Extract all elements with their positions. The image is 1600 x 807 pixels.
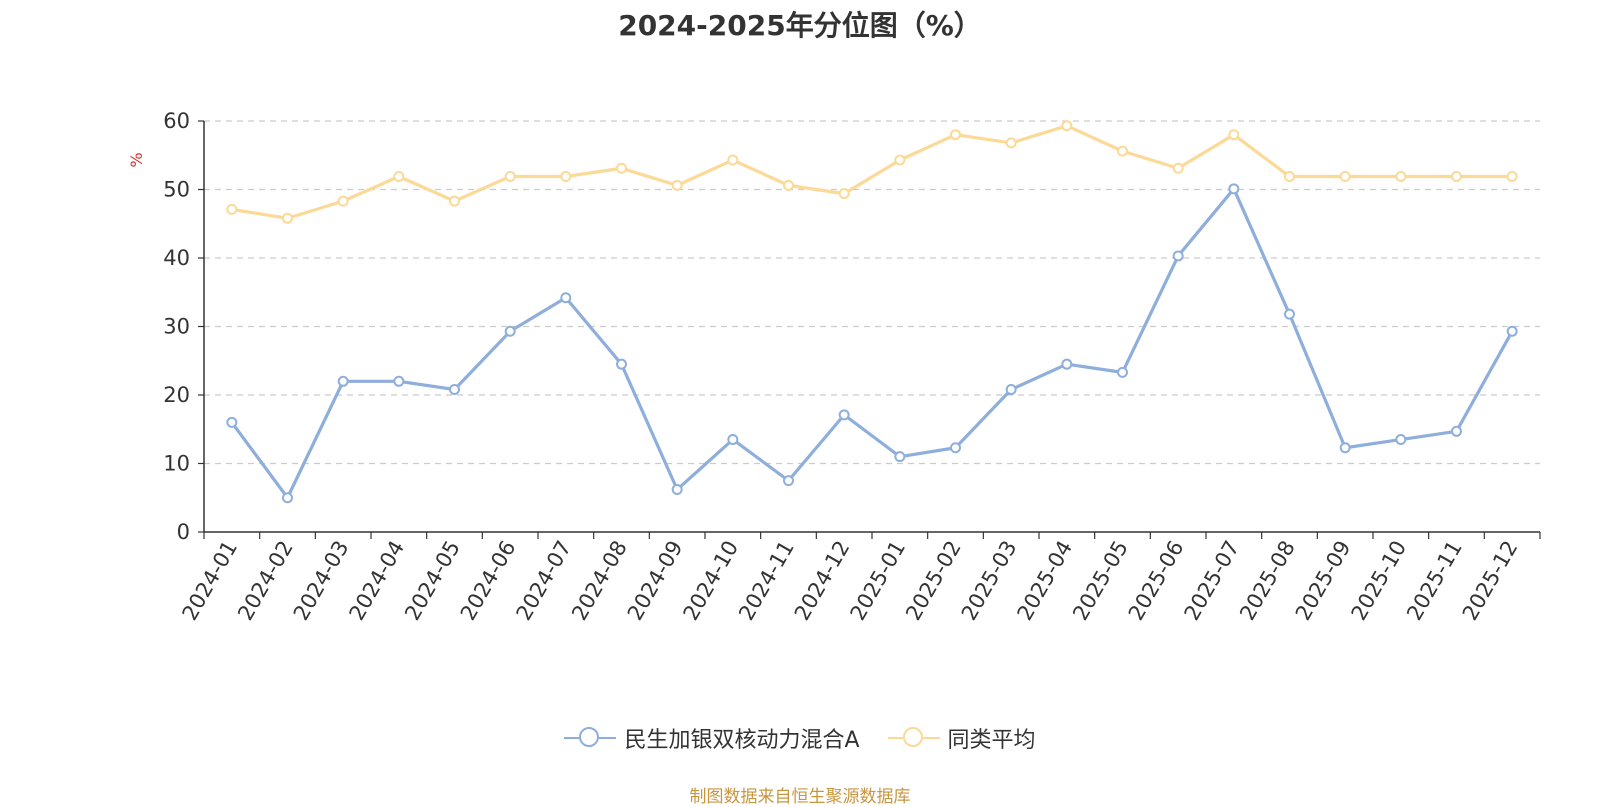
data-point-series-1[interactable]: [449, 384, 460, 396]
data-point-series-1[interactable]: [560, 292, 572, 304]
x-tick-label: 2025-10: [1347, 537, 1412, 625]
x-tick-label: 2025-12: [1458, 537, 1523, 625]
data-point-series-2[interactable]: [1451, 170, 1462, 182]
data-point-series-2[interactable]: [337, 195, 349, 207]
y-tick-label: 40: [163, 246, 190, 270]
data-point-series-1[interactable]: [282, 492, 293, 504]
series-layer: [226, 120, 1518, 504]
data-point-series-2[interactable]: [1506, 170, 1518, 182]
x-tick-label: 2024-06: [456, 537, 521, 625]
data-point-series-1[interactable]: [1339, 442, 1351, 454]
x-tick-label: 2024-01: [178, 537, 243, 625]
data-point-series-2[interactable]: [560, 170, 572, 182]
legend-marker-series-1: [564, 724, 617, 752]
data-point-series-1[interactable]: [1506, 325, 1518, 337]
legend: 民生加银双核动力混合A 同类平均: [0, 722, 1600, 754]
data-point-series-2[interactable]: [282, 212, 293, 224]
data-point-series-2[interactable]: [449, 195, 460, 207]
x-tick-label: 2024-05: [400, 537, 465, 625]
data-point-series-2[interactable]: [1284, 170, 1295, 182]
data-point-series-1[interactable]: [727, 434, 739, 446]
y-axis-label: %: [127, 152, 146, 167]
data-point-series-2[interactable]: [226, 203, 238, 215]
legend-item-series-1[interactable]: 民生加银双核动力混合A: [564, 722, 860, 754]
gridlines: [204, 120, 1540, 465]
legend-label-series-2: 同类平均: [947, 728, 1036, 753]
x-tick-label: 2025-11: [1402, 537, 1467, 625]
x-tick-label: 2025-01: [846, 537, 911, 625]
y-tick-label: 20: [163, 383, 190, 407]
data-point-series-2[interactable]: [1339, 170, 1351, 182]
data-point-series-1[interactable]: [1284, 308, 1295, 320]
data-point-series-1[interactable]: [783, 475, 794, 487]
data-point-series-1[interactable]: [226, 416, 238, 428]
data-point-series-1[interactable]: [894, 451, 906, 463]
data-point-series-2[interactable]: [894, 154, 906, 166]
data-point-series-2[interactable]: [504, 170, 516, 182]
y-tick-label: 0: [177, 520, 190, 544]
x-tick-label: 2025-04: [1013, 537, 1078, 625]
data-point-series-1[interactable]: [1451, 425, 1462, 437]
data-point-series-2[interactable]: [1061, 120, 1073, 132]
data-point-series-1[interactable]: [1117, 366, 1128, 378]
y-tick-label: 10: [163, 452, 190, 476]
x-tick-label: 2024-12: [790, 537, 855, 625]
data-point-series-1[interactable]: [1061, 358, 1073, 370]
x-tick-label: 2025-03: [957, 537, 1022, 625]
data-point-series-2[interactable]: [1228, 129, 1240, 141]
data-point-series-2[interactable]: [1005, 137, 1017, 149]
y-tick-label: 50: [163, 178, 190, 202]
source-note: 制图数据来自恒生聚源数据库: [689, 787, 911, 807]
data-point-series-1[interactable]: [504, 325, 516, 337]
data-point-series-2[interactable]: [1172, 162, 1184, 174]
data-point-series-1[interactable]: [616, 358, 627, 370]
legend-marker-series-2: [887, 724, 940, 752]
x-tick-label: 2024-11: [734, 537, 799, 625]
series-line-1: [230, 187, 1514, 500]
chart-title: 2024-2025年分位图（%）: [618, 9, 982, 42]
data-point-series-1[interactable]: [337, 375, 349, 387]
data-point-series-2[interactable]: [727, 154, 739, 166]
data-point-series-1[interactable]: [1005, 384, 1017, 396]
data-point-series-2[interactable]: [671, 179, 683, 191]
data-point-series-2[interactable]: [950, 129, 961, 141]
data-point-series-2[interactable]: [616, 162, 627, 174]
x-tick-label: 2025-05: [1068, 537, 1133, 625]
y-tick-label: 30: [163, 315, 190, 339]
axes: 01020304050602024-012024-022024-032024-0…: [163, 109, 1541, 625]
x-tick-label: 2024-03: [289, 537, 354, 625]
data-point-series-1[interactable]: [1395, 434, 1407, 446]
data-point-series-1[interactable]: [393, 375, 405, 387]
data-point-series-1[interactable]: [671, 484, 683, 496]
x-tick-label: 2025-02: [901, 537, 966, 625]
x-tick-label: 2024-04: [345, 537, 410, 625]
x-tick-label: 2024-02: [233, 537, 298, 625]
data-point-series-1[interactable]: [1228, 183, 1240, 195]
data-point-series-2[interactable]: [838, 188, 850, 200]
y-tick-label: 60: [163, 109, 190, 133]
data-point-series-2[interactable]: [393, 170, 405, 182]
x-tick-label: 2024-10: [679, 537, 744, 625]
data-point-series-2[interactable]: [1395, 170, 1407, 182]
x-tick-label: 2025-06: [1124, 537, 1189, 625]
legend-label-series-1: 民生加银双核动力混合A: [624, 728, 860, 753]
data-point-series-2[interactable]: [1117, 145, 1128, 157]
data-point-series-1[interactable]: [1172, 250, 1184, 262]
x-tick-label: 2024-07: [512, 537, 577, 625]
x-tick-label: 2025-09: [1291, 537, 1356, 625]
data-point-series-1[interactable]: [838, 409, 850, 421]
legend-item-series-2[interactable]: 同类平均: [887, 722, 1036, 754]
series-line-2: [231, 124, 1513, 220]
x-tick-label: 2024-08: [567, 537, 632, 625]
data-point-series-1[interactable]: [950, 442, 961, 454]
data-point-series-2[interactable]: [783, 179, 794, 191]
x-tick-label: 2024-09: [623, 537, 688, 625]
x-tick-label: 2025-07: [1180, 537, 1245, 625]
x-tick-label: 2025-08: [1235, 537, 1300, 625]
